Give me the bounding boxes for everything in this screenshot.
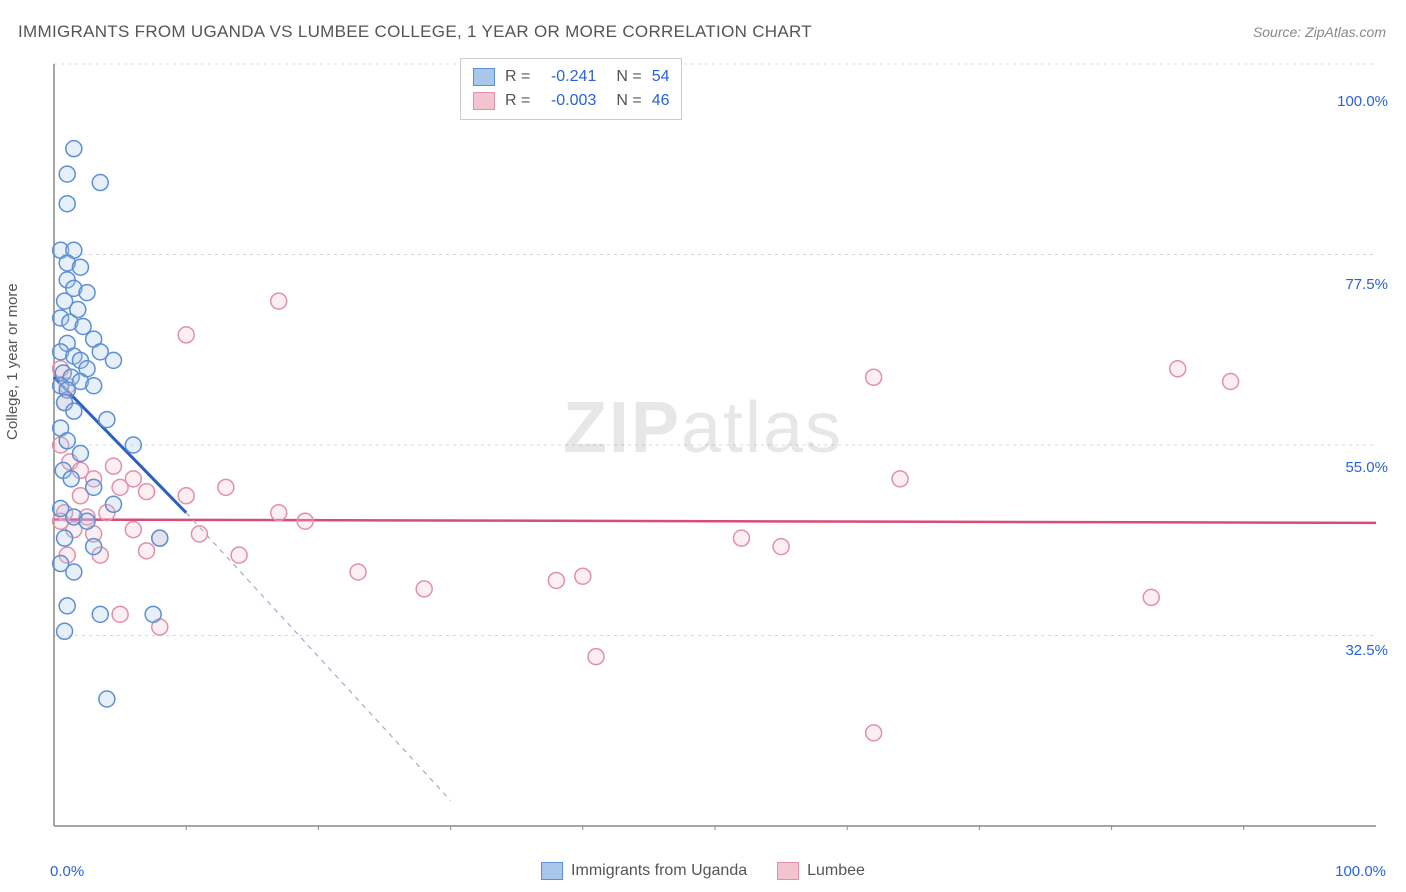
r-value-uganda: -0.241 <box>540 65 596 89</box>
legend-item-uganda: Immigrants from Uganda <box>541 862 747 880</box>
ytick-55: 55.0% <box>1345 459 1388 476</box>
source-label: Source: <box>1253 24 1301 40</box>
xtick-0: 0.0% <box>50 863 84 880</box>
scatter-chart-svg <box>50 60 1380 830</box>
legend-label-uganda: Immigrants from Uganda <box>571 862 747 880</box>
y-axis-label: College, 1 year or more <box>4 283 21 440</box>
legend-item-lumbee: Lumbee <box>777 862 865 880</box>
ytick-100: 100.0% <box>1337 93 1388 110</box>
chart-plot-area <box>50 60 1380 830</box>
n-value-uganda: 54 <box>652 65 670 89</box>
swatch-lumbee <box>473 92 495 110</box>
n-label: N = <box>616 65 641 89</box>
n-label: N = <box>616 89 641 113</box>
legend-row-uganda: R = -0.241 N = 54 <box>473 65 669 89</box>
swatch-lumbee-bottom <box>777 862 799 880</box>
correlation-legend: R = -0.241 N = 54 R = -0.003 N = 46 <box>460 58 682 120</box>
xtick-100: 100.0% <box>1335 863 1386 880</box>
source-attribution: Source: ZipAtlas.com <box>1253 24 1386 40</box>
ytick-77-5: 77.5% <box>1345 276 1388 293</box>
ytick-32-5: 32.5% <box>1345 642 1388 659</box>
swatch-uganda <box>473 68 495 86</box>
source-value: ZipAtlas.com <box>1305 24 1386 40</box>
r-label: R = <box>505 65 530 89</box>
legend-label-lumbee: Lumbee <box>807 862 865 880</box>
legend-row-lumbee: R = -0.003 N = 46 <box>473 89 669 113</box>
n-value-lumbee: 46 <box>652 89 670 113</box>
series-legend: Immigrants from Uganda Lumbee <box>541 862 865 880</box>
r-label: R = <box>505 89 530 113</box>
swatch-uganda-bottom <box>541 862 563 880</box>
chart-title: IMMIGRANTS FROM UGANDA VS LUMBEE COLLEGE… <box>18 22 812 42</box>
r-value-lumbee: -0.003 <box>540 89 596 113</box>
